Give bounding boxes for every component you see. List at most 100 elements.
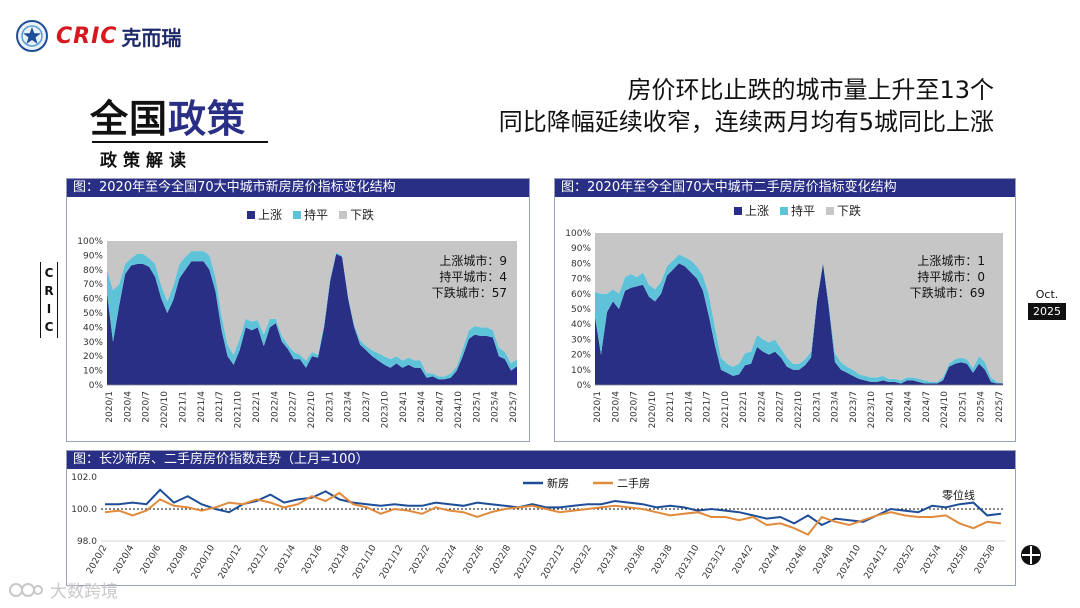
y-tick-label: 70% xyxy=(83,280,103,290)
x-tick-label: 2024/7 xyxy=(436,391,446,423)
x-tick-label: 2024/2 xyxy=(731,544,755,576)
date-month: Oct. xyxy=(1035,288,1059,301)
legend-label: 持平 xyxy=(791,203,815,218)
x-tick-label: 2022/12 xyxy=(540,544,567,581)
legend-swatch xyxy=(734,207,742,215)
x-tick-label: 2022/7 xyxy=(776,391,786,423)
legend-swatch xyxy=(293,211,301,219)
emblem-icon xyxy=(16,20,48,52)
x-tick-label: 2021/8 xyxy=(327,543,352,576)
chart-title: 图：2020年至今全国70大中城市二手房房价指标变化结构 xyxy=(555,179,1015,197)
y-tick-label: 10% xyxy=(83,367,103,377)
x-tick-label: 2024/6 xyxy=(785,543,810,576)
x-tick-label: 2021/4 xyxy=(684,391,694,423)
count-annotation: 持平城市：0 xyxy=(917,269,985,284)
x-tick-label: 2025/4 xyxy=(919,543,944,576)
x-tick-label: 2025/6 xyxy=(946,543,971,576)
x-tick-label: 2024/10 xyxy=(836,543,863,581)
x-tick-label: 2022/7 xyxy=(289,391,299,423)
y-tick-label: 102.0 xyxy=(71,473,97,483)
x-tick-label: 2021/1 xyxy=(666,391,676,423)
x-tick-label: 2021/10 xyxy=(721,391,731,429)
x-tick-label: 2025/4 xyxy=(977,391,987,423)
x-tick-label: 2025/1 xyxy=(472,391,482,423)
legend-label: 持平 xyxy=(304,207,328,222)
x-tick-label: 2022/10 xyxy=(307,391,317,429)
y-tick-label: 30% xyxy=(83,338,103,348)
x-tick-label: 2020/7 xyxy=(142,391,152,423)
title-rule xyxy=(92,141,268,143)
count-annotation: 下跌城市：57 xyxy=(432,285,507,300)
x-tick-label: 2022/6 xyxy=(462,543,487,576)
legend-label: 新房 xyxy=(547,476,569,490)
legend-swatch xyxy=(339,211,347,219)
x-tick-label: 2021/4 xyxy=(197,391,207,423)
y-tick-label: 90% xyxy=(571,244,591,254)
x-tick-label: 2025/8 xyxy=(973,543,998,576)
series-area-down xyxy=(107,241,517,377)
x-tick-label: 2023/1 xyxy=(812,391,822,423)
date-tag: Oct. 2025 xyxy=(1028,288,1066,320)
y-tick-label: 60% xyxy=(83,295,103,305)
y-tick-label: 80% xyxy=(83,266,103,276)
x-tick-label: 2022/10 xyxy=(513,543,540,581)
y-tick-label: 90% xyxy=(83,251,103,261)
series-line-second xyxy=(104,491,1002,536)
x-tick-label: 2021/12 xyxy=(378,544,405,581)
y-tick-label: 100.0 xyxy=(71,505,97,515)
x-tick-label: 2020/6 xyxy=(139,543,164,576)
y-tick-label: 60% xyxy=(571,290,591,300)
y-tick-label: 40% xyxy=(571,320,591,330)
x-tick-label: 2025/2 xyxy=(892,544,916,576)
y-tick-label: 10% xyxy=(571,366,591,376)
x-tick-label: 2021/10 xyxy=(234,391,244,429)
headline: 房价环比止跌的城市量上升至13个 同比降幅延续收窄，连续两月均有5城同比上涨 xyxy=(499,74,994,138)
x-tick-label: 2024/4 xyxy=(417,391,427,423)
x-tick-label: 2023/10 xyxy=(867,391,877,429)
watermark: 大数跨境 xyxy=(8,577,118,602)
crosshair-icon xyxy=(1021,545,1041,565)
x-tick-label: 2021/6 xyxy=(300,543,325,576)
y-tick-label: 30% xyxy=(571,335,591,345)
y-tick-label: 98.0 xyxy=(77,537,97,547)
x-tick-label: 2023/4 xyxy=(831,391,841,423)
side-letter: C xyxy=(44,266,54,280)
y-tick-label: 50% xyxy=(571,305,591,315)
series-area-flat xyxy=(107,251,517,380)
x-tick-label: 2022/10 xyxy=(794,391,804,429)
x-tick-label: 2022/4 xyxy=(435,543,460,576)
y-tick-label: 0% xyxy=(89,381,104,391)
x-tick-label: 2022/1 xyxy=(252,391,262,423)
x-tick-label: 2024/12 xyxy=(863,544,890,581)
x-tick-label: 2024/1 xyxy=(885,391,895,423)
x-tick-label: 2021/2 xyxy=(247,544,271,576)
x-tick-label: 2020/2 xyxy=(85,544,109,576)
x-tick-label: 2020/4 xyxy=(611,391,621,423)
x-tick-label: 2022/2 xyxy=(408,544,432,576)
legend-label: 上涨 xyxy=(745,203,769,218)
brand-name: CRIC xyxy=(56,23,118,49)
y-tick-label: 100% xyxy=(77,237,103,247)
x-tick-label: 2022/8 xyxy=(489,543,514,576)
x-tick-label: 2020/8 xyxy=(166,543,191,576)
x-tick-label: 2022/4 xyxy=(757,391,767,423)
x-tick-label: 2021/4 xyxy=(273,543,298,576)
x-tick-label: 2023/6 xyxy=(623,543,648,576)
section-title: 全国政策 xyxy=(90,88,246,143)
x-tick-label: 2020/12 xyxy=(217,544,244,581)
x-tick-label: 2020/10 xyxy=(648,391,658,429)
section-title-part-2: 政策 xyxy=(168,97,247,141)
chart-title: 图：长沙新房、二手房房价指数走势（上月=100） xyxy=(67,451,1015,469)
y-tick-label: 20% xyxy=(83,352,103,362)
y-tick-label: 0% xyxy=(577,381,592,391)
x-tick-label: 2024/7 xyxy=(922,391,932,423)
chart-title: 图：2020年至今全国70大中城市新房房价指标变化结构 xyxy=(67,179,529,197)
watermark-logo-icon xyxy=(9,582,43,597)
x-tick-label: 2020/1 xyxy=(105,391,115,423)
new-home-structure-chart: 上涨 持平 下跌 0% 10% 20% 30% 40% 50% 60% 70% 80% 90% 100% 2… xyxy=(77,207,519,429)
series-area-up xyxy=(107,254,517,385)
x-tick-label: 2025/7 xyxy=(509,391,519,423)
section-subtitle: 政策解读 xyxy=(100,151,192,171)
y-tick-label: 20% xyxy=(571,351,591,361)
headline-line-1: 房价环比止跌的城市量上升至13个 xyxy=(627,76,994,104)
